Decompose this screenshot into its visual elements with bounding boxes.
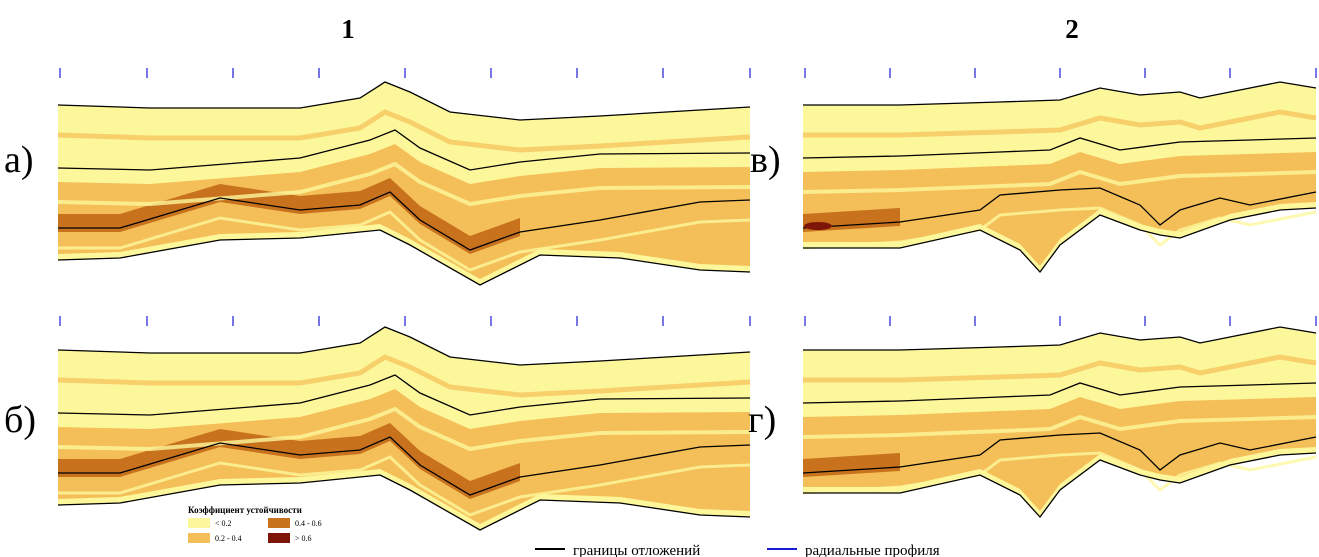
layer-high (58, 423, 520, 499)
streak (802, 451, 1317, 495)
column-label: 1 (341, 14, 355, 44)
line-legend: границы отложений радиальные профиля (535, 543, 940, 557)
legend-label: < 0.2 (215, 519, 232, 528)
streak (803, 354, 1317, 383)
boundary-line (802, 382, 1317, 404)
boundary-line (57, 326, 751, 366)
streak (58, 210, 751, 272)
boundary-line (58, 191, 751, 251)
boundary-line (803, 326, 1317, 351)
layer-mid (58, 144, 750, 279)
panel-label: г) (748, 399, 776, 441)
streak (57, 161, 751, 207)
streak (802, 169, 1317, 194)
column-label: 2 (1065, 14, 1079, 44)
layer-mid (58, 389, 750, 524)
legend-label: границы отложений (573, 543, 700, 557)
legend-label: 0.2 - 0.4 (215, 534, 242, 543)
boundary-line (803, 81, 1317, 106)
legend-title: Коэффициент устойчивости (188, 505, 302, 515)
sections (57, 68, 1317, 531)
panel-label: б) (4, 399, 36, 441)
legend-swatch (268, 518, 290, 528)
boundary-line (57, 229, 751, 286)
boundary-line (803, 207, 1317, 274)
legend-swatch (268, 533, 290, 543)
streak (57, 354, 751, 398)
boundary-line (803, 452, 1317, 519)
legend: < 0.2 0.2 - 0.4 0.4 - 0.6 > 0.6 (188, 518, 322, 543)
layer-max (804, 222, 832, 230)
streak (803, 109, 1317, 138)
streak (58, 455, 751, 517)
legend-label: 0.4 - 0.6 (295, 519, 322, 528)
streak (802, 414, 1317, 439)
legend-swatch (188, 533, 210, 543)
legend-label: > 0.6 (295, 534, 312, 543)
boundary-line (57, 474, 751, 531)
streak (57, 406, 751, 452)
boundary-line (802, 137, 1317, 159)
panel-label: в) (750, 139, 781, 181)
boundary-line (58, 436, 751, 496)
panel-label: а) (4, 139, 34, 181)
streak (57, 109, 751, 153)
boundary-line (57, 129, 751, 171)
layer-high (58, 178, 520, 254)
boundary-line (802, 187, 1317, 229)
streak (802, 206, 1317, 250)
legend-swatch (188, 518, 210, 528)
boundary-line (57, 81, 751, 121)
boundary-line (57, 374, 751, 416)
legend-label: радиальные профиля (805, 543, 940, 557)
boundary-line (802, 432, 1317, 474)
